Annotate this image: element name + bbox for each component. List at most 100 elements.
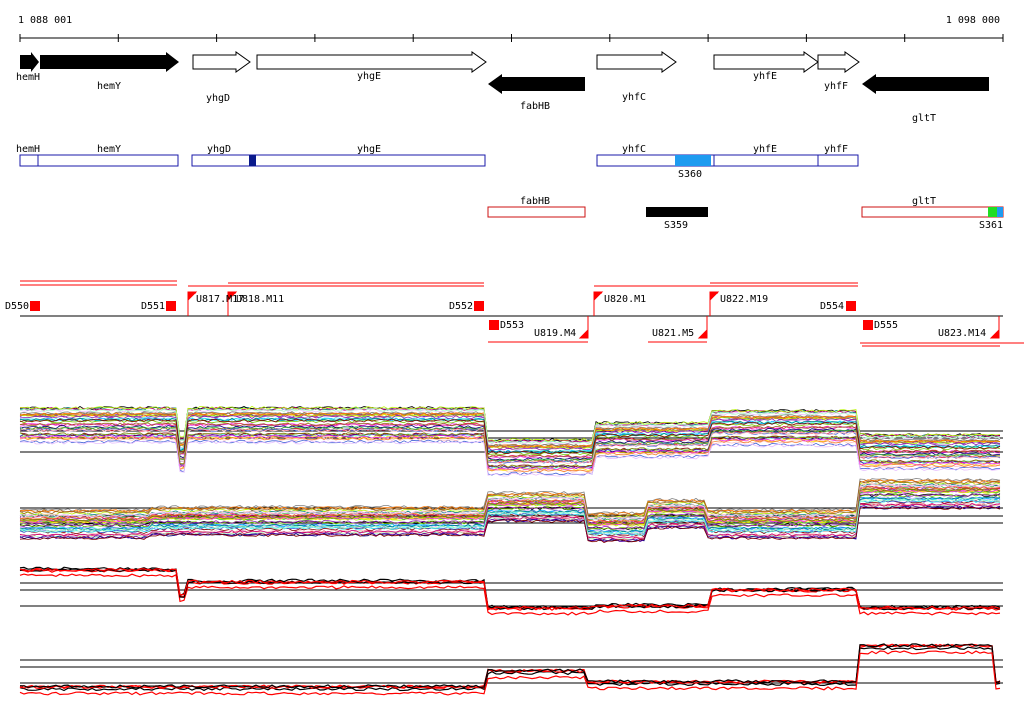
segment-label-S360: S360 [678, 169, 702, 180]
terminator-label-D551: D551 [141, 301, 165, 312]
promoter-flag [709, 291, 720, 302]
expression-profile-line [19, 406, 1001, 443]
expression-profile-line [19, 434, 1001, 471]
terminator-markers [30, 301, 873, 330]
expression-profile-line [19, 643, 1001, 689]
promoter-flag [227, 291, 238, 302]
expression-profile-line [19, 505, 1001, 543]
annotation-box-yhfC-yhfF[interactable] [596, 154, 859, 167]
gene-label-gltT: gltT [912, 113, 936, 124]
expression-profile-line [19, 478, 1001, 515]
promoter-flag [593, 291, 604, 302]
segment-label-S359: S359 [664, 220, 688, 231]
gene-label-yhfE: yhfE [753, 71, 777, 82]
expression-profile-line [19, 413, 1001, 450]
promoter-label-U820: U820.M1 [604, 294, 646, 305]
promoter-label-U818: U818.M11 [236, 294, 284, 305]
annotation-mark-yhgD [249, 155, 256, 166]
terminator-D554[interactable] [846, 301, 856, 311]
expression-profile-line [19, 499, 1001, 537]
terminator-label-D552: D552 [449, 301, 473, 312]
annotation-label-yhfF: yhfF [824, 144, 848, 155]
gene-arrow-yhfE[interactable] [713, 51, 819, 73]
annotation-label-yhgE: yhgE [357, 144, 381, 155]
terminator-label-D555: D555 [874, 320, 898, 331]
promoter-label-U819: U819.M4 [534, 328, 576, 339]
expression-profile-line [19, 573, 1001, 616]
annotation-box-fabHB[interactable] [487, 206, 586, 218]
terminator-D552[interactable] [474, 301, 484, 311]
expression-profile-line [19, 506, 1001, 543]
annotation-box-hemH-hemY[interactable] [19, 154, 179, 167]
expression-profile-line [19, 412, 1001, 449]
promoter-markers [187, 291, 1000, 339]
annotation-label-hemY: hemY [97, 144, 121, 155]
expression-panel-minus-summary [19, 643, 1003, 696]
expression-profile-line [19, 493, 1001, 531]
terminator-D553[interactable] [489, 320, 499, 330]
expression-panel-minus-multi [19, 478, 1003, 543]
annotation-box-yhgD-yhgE[interactable] [191, 154, 486, 167]
expression-profile-line [19, 432, 1001, 468]
terminator-label-D550: D550 [5, 301, 29, 312]
annotation-box-gltT[interactable] [861, 206, 1004, 218]
ruler-start-label: 1 088 001 [18, 15, 72, 26]
segment-label-S361: S361 [979, 220, 1003, 231]
expression-profile-line [19, 566, 1001, 609]
gene-arrow-yhfF[interactable] [817, 51, 860, 73]
expression-profile-line [19, 428, 1001, 465]
expression-profile-line [19, 498, 1001, 535]
gene-arrow-yhgE[interactable] [256, 51, 487, 73]
gene-arrow-hemH[interactable] [20, 52, 39, 72]
promoter-flag [578, 328, 589, 339]
expression-profile-line [19, 488, 1001, 526]
expression-profile-line [19, 650, 1001, 696]
ruler-end-label: 1 098 000 [946, 15, 1000, 26]
segment-S360[interactable] [675, 155, 711, 166]
terminator-D550[interactable] [30, 301, 40, 311]
expression-profile-line [19, 440, 1001, 477]
terminator-D555[interactable] [863, 320, 873, 330]
promoter-label-U823: U823.M14 [938, 328, 986, 339]
promoter-flag [697, 328, 708, 339]
gene-label-yhfC: yhfC [622, 92, 646, 103]
expression-profile-line [19, 643, 1001, 689]
annotation-label-yhfE: yhfE [753, 144, 777, 155]
expression-profile-line [19, 411, 1001, 447]
gene-arrow-yhfC[interactable] [596, 51, 677, 73]
segment-S359[interactable] [646, 207, 708, 217]
terminator-D551[interactable] [166, 301, 176, 311]
expression-profile-line [19, 479, 1001, 516]
ruler-ticks [19, 34, 1004, 42]
expression-panel-plus-summary [19, 566, 1003, 616]
promoter-label-U821: U821.M5 [652, 328, 694, 339]
gene-label-yhgE: yhgE [357, 71, 381, 82]
expression-profile-line [19, 567, 1001, 610]
terminator-label-D553: D553 [500, 320, 524, 331]
gene-arrow-hemY[interactable] [40, 52, 179, 72]
gene-arrow-gltT[interactable] [862, 74, 989, 94]
annotation-label-hemH: hemH [16, 144, 40, 155]
promoter-label-U822: U822.M19 [720, 294, 768, 305]
gene-arrow-yhgD[interactable] [192, 51, 251, 73]
expression-profile-line [19, 408, 1001, 445]
expression-profile-line [19, 646, 1001, 692]
expression-profile-line [19, 568, 1001, 611]
expression-profile-line [19, 484, 1001, 521]
gene-arrow-fabHB[interactable] [488, 74, 585, 94]
expression-profile-line [19, 496, 1001, 534]
segment-S361-part-b[interactable] [997, 207, 1003, 217]
annotation-label-yhgD: yhgD [207, 144, 231, 155]
promoter-label-U817: U817.M17 [196, 294, 244, 305]
annotation-label-gltT: gltT [912, 196, 936, 207]
expression-panel-plus-multi [19, 405, 1003, 477]
gene-label-hemH: hemH [16, 72, 40, 83]
expression-profile-line [19, 417, 1001, 454]
gene-label-yhfF: yhfF [824, 81, 848, 92]
gene-track: hemH hemY yhgD yhgE fabHB yhfC yhfE yhfF… [16, 51, 989, 124]
expression-profile-line [19, 492, 1001, 530]
expression-profile-line [19, 433, 1001, 470]
segment-S361-part-a[interactable] [988, 207, 997, 217]
expression-profile-line [19, 426, 1000, 463]
